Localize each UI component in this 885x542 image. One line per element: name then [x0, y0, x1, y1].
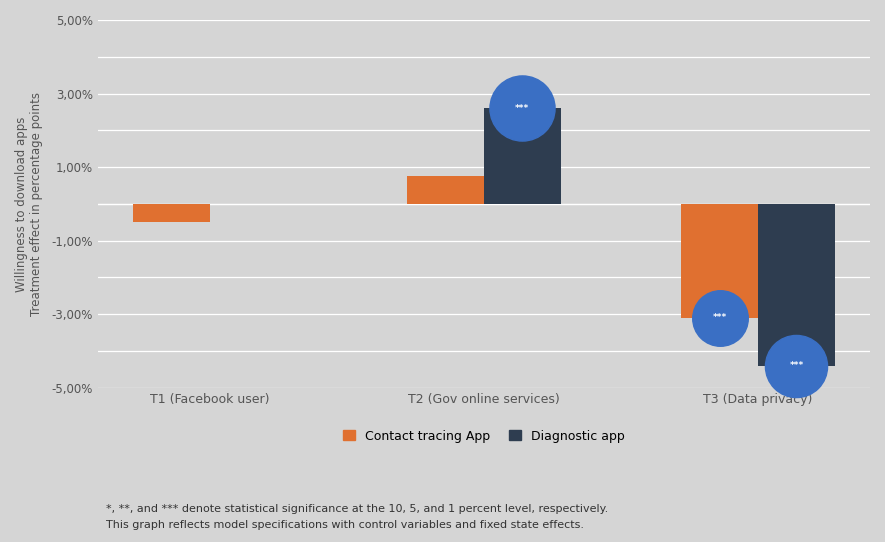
- Bar: [407, 176, 484, 204]
- Bar: [758, 204, 835, 366]
- Bar: [484, 108, 560, 204]
- Bar: [133, 204, 210, 222]
- Text: ***: ***: [515, 104, 529, 113]
- Y-axis label: Willingness to download apps
Treatment effect in percentage points: Willingness to download apps Treatment e…: [15, 92, 43, 316]
- Point: [789, 362, 804, 370]
- Text: *, **, and *** denote statistical significance at the 10, 5, and 1 percent level: *, **, and *** denote statistical signif…: [106, 504, 609, 514]
- Text: ***: ***: [789, 361, 804, 370]
- Text: This graph reflects model specifications with control variables and fixed state : This graph reflects model specifications…: [106, 520, 584, 531]
- Legend: Contact tracing App, Diagnostic app: Contact tracing App, Diagnostic app: [337, 424, 630, 448]
- Point: [712, 313, 727, 322]
- Point: [515, 104, 529, 113]
- Bar: [681, 204, 758, 318]
- Text: ***: ***: [712, 313, 727, 322]
